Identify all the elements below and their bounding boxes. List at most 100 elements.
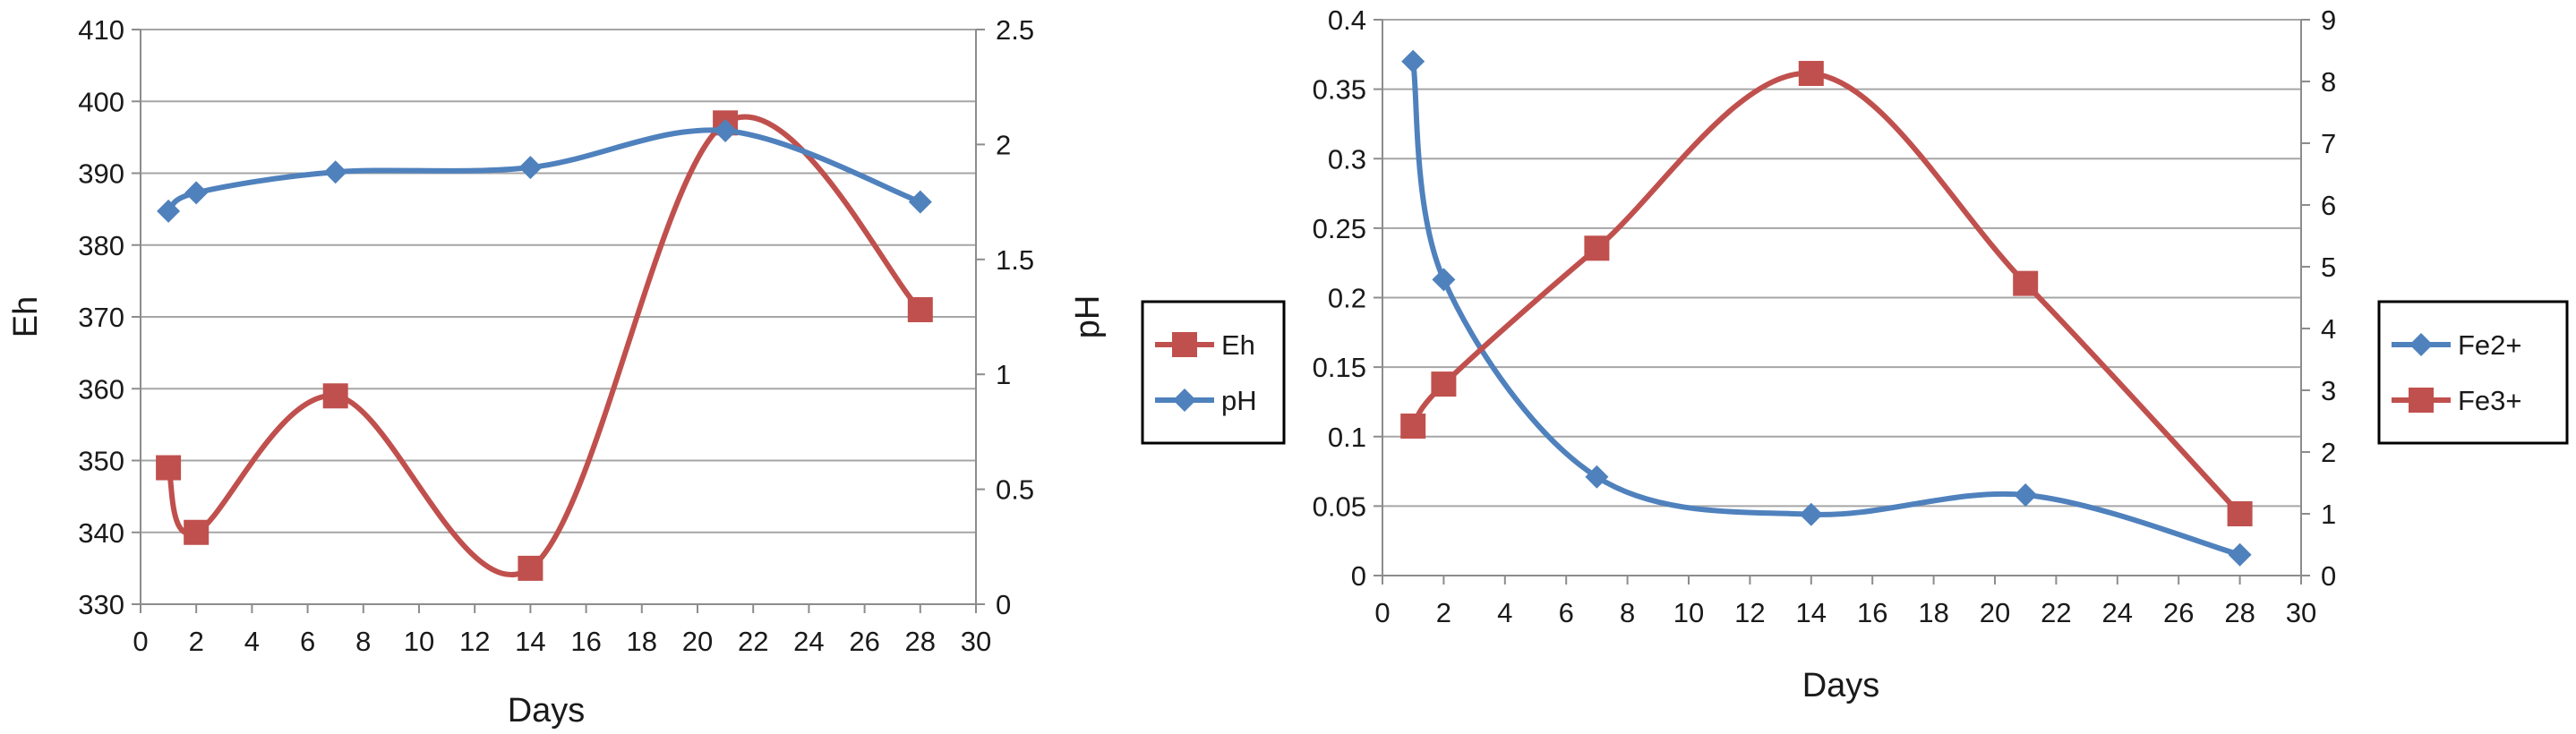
series-ph [157,118,932,223]
x-tick-label: 2 [1436,597,1451,628]
x-tick-label: 20 [682,626,713,657]
y-left-tick-label: 380 [78,230,124,261]
x-tick-label: 18 [1918,597,1948,628]
x-tick-label: 28 [2224,597,2255,628]
data-point-marker [907,296,933,322]
x-tick-label: 10 [1673,597,1704,628]
y-right-tick-label: 0 [2321,560,2336,592]
x-tick-label: 14 [1796,597,1827,628]
x-axis-title: Days [508,692,586,730]
chart-1: 0 2 4 6 8 10 12 14 16 18 20 22 24 26 28 303303403503603… [7,14,1286,730]
x-tick-label: 4 [1497,597,1512,628]
x-tick-label: 14 [515,626,545,657]
legend-label: pH [1221,385,1257,416]
y-left-tick-label: 400 [78,86,124,117]
y-right-tick-label: 2 [2321,437,2336,468]
x-tick-label: 22 [738,626,768,657]
legend-label: Fe3+ [2458,385,2522,416]
x-tick-label: 0 [133,626,148,657]
data-point-marker [1798,61,1824,87]
chart-2: 0 2 4 6 8 10 12 14 16 18 20 22 24 26 28 3000.050.10.150… [1313,4,2569,704]
y-right-tick-label: 0 [996,589,1011,620]
data-point-marker [1401,49,1425,73]
series-line [166,127,923,214]
y-right-tick-label: 8 [2321,66,2336,98]
y-left-tick-label: 360 [78,373,124,405]
legend-item: Eh [1155,329,1255,361]
y-left-tick-label: 0.2 [1328,283,1366,314]
y-left-tick-label: 0.35 [1313,74,1366,106]
y-left-tick-label: 0.25 [1313,213,1366,244]
y-left-tick-label: 410 [78,14,124,46]
y-left-tick-label: 0.05 [1313,491,1366,522]
data-point-marker [518,555,543,581]
y-right-tick-label: 2 [996,129,1011,160]
data-point-marker [518,156,543,180]
series-eh [156,110,933,581]
x-tick-label: 26 [849,626,879,657]
y-left-tick-label: 0 [1351,560,1366,592]
legend-label: Fe2+ [2458,329,2522,361]
data-point-marker [1432,268,1456,292]
y-right-tick-label: 1 [996,359,1011,390]
x-tick-label: 0 [1374,597,1390,628]
x-tick-label: 30 [2286,597,2316,628]
series-line [166,114,923,577]
y-left-tick-label: 370 [78,302,124,333]
legend-swatch-marker [2409,388,2434,413]
data-point-marker [1799,502,1823,526]
data-point-marker [184,519,210,545]
data-point-marker [1400,414,1426,440]
series-line [1410,71,2243,516]
data-point-marker [2014,482,2038,507]
series-fe3 [1400,61,2253,526]
y-right-tick-label: 2.5 [996,14,1034,46]
data-point-marker [908,190,932,214]
legend-box [1141,300,1286,445]
x-tick-label: 28 [905,626,936,657]
y-right-tick-label: 3 [2321,375,2336,406]
data-point-marker [2228,542,2252,567]
x-tick-label: 20 [1980,597,2010,628]
y-right-tick-label: 4 [2321,313,2336,345]
x-tick-label: 8 [355,626,371,657]
x-tick-label: 6 [300,626,315,657]
legend-item: Fe2+ [2392,329,2522,361]
series-fe2 [1401,49,2252,567]
x-tick-label: 12 [1734,597,1765,628]
legend-item: Fe3+ [2392,385,2522,416]
x-tick-label: 2 [189,626,204,657]
x-tick-label: 16 [570,626,601,657]
legend-box [2377,300,2569,445]
x-tick-label: 10 [404,626,434,657]
data-point-marker [322,383,348,409]
y-right-tick-label: 1 [2321,499,2336,530]
y-right-tick-label: 5 [2321,252,2336,283]
x-tick-label: 18 [627,626,657,657]
x-tick-label: 6 [1559,597,1574,628]
x-tick-label: 24 [2102,597,2133,628]
legend-swatch-marker [1172,332,1197,357]
y-left-tick-label: 0.4 [1328,4,1366,36]
y-right-tick-label: 0.5 [996,474,1034,506]
y-left-tick-label: 0.3 [1328,143,1366,175]
x-tick-label: 26 [2163,597,2194,628]
y-left-tick-label: 0.1 [1328,422,1366,453]
legend-swatch-marker [1173,388,1196,412]
series-line [1410,58,2243,558]
y-right-axis-title: pH [1069,295,1107,339]
y-right-tick-label: 1.5 [996,244,1034,276]
y-right-tick-label: 6 [2321,190,2336,221]
data-point-marker [2227,501,2253,526]
data-point-marker [1431,371,1457,397]
data-point-marker [323,160,347,184]
legend: Fe2+ Fe3+ [2377,300,2569,445]
data-point-marker [1584,235,1610,261]
y-left-axis-title: Eh [7,296,45,337]
x-tick-label: 12 [459,626,490,657]
x-tick-label: 8 [1620,597,1635,628]
y-right-tick-label: 7 [2321,128,2336,159]
legend-label: Eh [1221,329,1255,361]
data-point-marker [1585,465,1609,489]
